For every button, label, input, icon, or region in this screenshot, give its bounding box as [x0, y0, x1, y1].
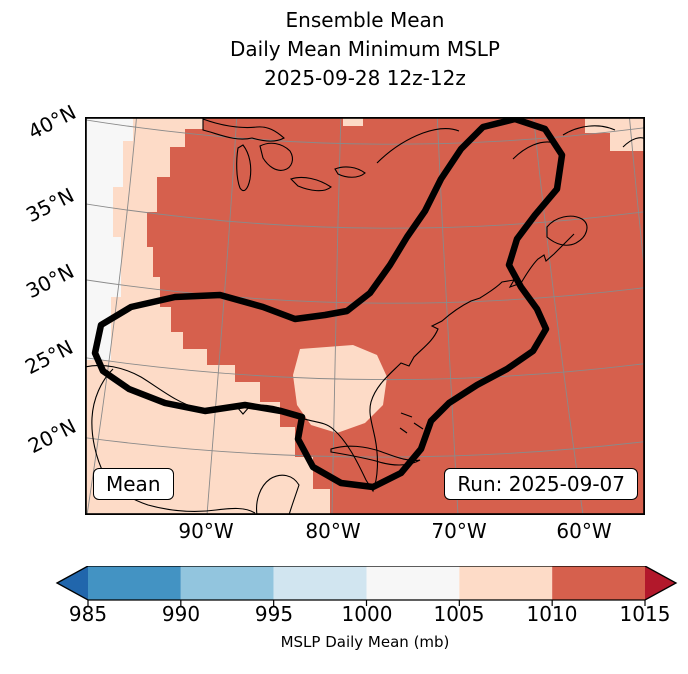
lat-tick-30n: 30°N: [22, 258, 78, 304]
colorbar-seg-1000-1005: [366, 566, 460, 600]
lon-tick-90w: 90°W: [178, 519, 234, 543]
cbar-tick-1005: 1005: [433, 602, 485, 626]
mean-label: Mean: [106, 472, 161, 496]
lat-tick-40n: 40°N: [24, 99, 80, 145]
lon-tick-60w: 60°W: [556, 519, 612, 543]
colorbar-under-arrow: [57, 566, 88, 600]
lon-tick-80w: 80°W: [305, 519, 361, 543]
colorbar-seg-990-995: [180, 566, 274, 600]
colorbar-over-arrow: [645, 566, 676, 600]
cbar-tick-1010: 1010: [526, 602, 578, 626]
colorbar-label: MSLP Daily Mean (mb): [280, 633, 450, 651]
run-label: Run: 2025-09-07: [457, 472, 625, 496]
coastline-lake-superior: [202, 118, 285, 142]
cbar-tick-1000: 1000: [341, 602, 393, 626]
mean-label-box: Mean: [93, 468, 174, 500]
cbar-tick-1015: 1015: [619, 602, 671, 626]
coastline-lake-ontario: [334, 166, 366, 178]
colorbar-tick-marks: [87, 600, 646, 606]
coastline-nova-scotia: [546, 215, 588, 246]
lon-tick-70w: 70°W: [431, 519, 487, 543]
fill-1005-1010-gulf-patch: [293, 345, 387, 433]
coastlines: [85, 118, 645, 515]
run-label-box: Run: 2025-09-07: [444, 468, 638, 500]
colorbar-seg-985-990: [88, 566, 181, 600]
coastline-lake-erie: [289, 176, 332, 192]
map-canvas: [85, 117, 645, 515]
lat-tick-35n: 35°N: [22, 182, 78, 228]
coastline-lake-huron: [259, 142, 293, 171]
title-line-1: Ensemble Mean: [285, 8, 445, 32]
title-line-2: Daily Mean Minimum MSLP: [229, 37, 500, 61]
colorbar-seg-1005-1010: [459, 566, 553, 600]
colorbar-seg-995-1000: [273, 566, 367, 600]
colorbar-seg-1010-1015: [552, 566, 645, 600]
coastline-bahamas: [399, 412, 424, 434]
ensemble-contour-outline: [91, 117, 566, 491]
lat-tick-25n: 25°N: [21, 334, 77, 380]
coastline-lake-michigan: [236, 144, 252, 192]
fill-1005-1010-top-patch: [343, 117, 363, 126]
coastline-st-lawrence: [376, 125, 645, 164]
cbar-tick-985: 985: [68, 602, 108, 626]
chart-title: Ensemble Mean Daily Mean Minimum MSLP 20…: [85, 6, 645, 93]
colorbar: [55, 566, 678, 606]
fill-1010-1015-region: [147, 117, 645, 515]
cbar-tick-990: 990: [161, 602, 201, 626]
fill-1000-1005-region: [85, 117, 133, 360]
cbar-tick-995: 995: [254, 602, 294, 626]
lat-tick-20n: 20°N: [24, 413, 80, 459]
map-frame: [85, 117, 645, 515]
coastline-cuba: [330, 445, 421, 466]
title-line-3: 2025-09-28 12z-12z: [264, 66, 466, 90]
